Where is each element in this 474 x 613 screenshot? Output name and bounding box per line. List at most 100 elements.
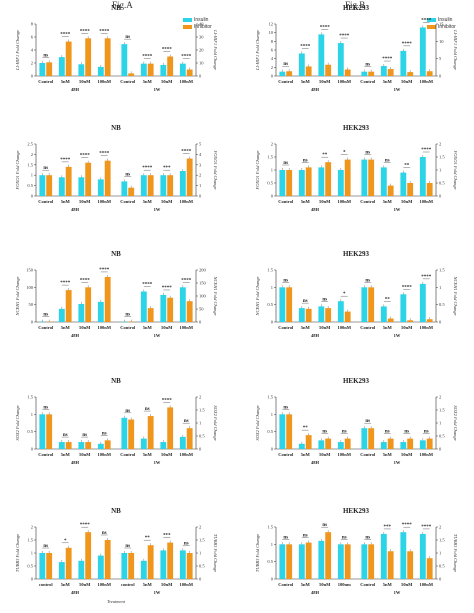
y-axis-label: TUBB3 Fold Change <box>255 534 260 572</box>
bar-inhibitor <box>286 170 293 196</box>
bar-inhibitor <box>85 442 92 449</box>
chart-title: HEK293 <box>343 377 370 385</box>
category-label: 5nM <box>61 79 71 84</box>
significance-label: **** <box>382 57 393 62</box>
bar-inhibitor <box>128 73 135 76</box>
bar-insulin <box>380 533 387 579</box>
category-label: Control <box>38 199 54 204</box>
bar-inhibitor <box>426 438 433 449</box>
category-label: 5nM <box>143 582 153 587</box>
bar-inhibitor <box>387 69 394 76</box>
category-label: Control <box>360 199 376 204</box>
significance-label: ns <box>125 409 130 414</box>
y2-tick-label: 0.5 <box>439 302 445 307</box>
y-tick-label: 1 <box>31 173 33 178</box>
y2-tick-label: 40 <box>199 22 204 27</box>
bar-inhibitor <box>65 442 72 449</box>
bar-inhibitor <box>147 416 154 449</box>
category-label: Control <box>360 452 376 457</box>
bar-insulin <box>419 533 426 579</box>
y2-tick-label: 1.5 <box>439 538 445 543</box>
bar-insulin <box>179 63 186 76</box>
bar-insulin <box>78 177 85 196</box>
y-tick-label: 0 <box>31 194 34 199</box>
category-label: 100nM <box>98 452 112 457</box>
group-label: 1W <box>154 333 161 338</box>
bar-inhibitor <box>104 440 111 449</box>
category-label: 5nM <box>301 582 311 587</box>
significance-label: ns <box>283 62 288 67</box>
category-label: 5nM <box>301 199 311 204</box>
significance-label: ns <box>283 535 288 540</box>
bar-insulin <box>318 167 325 196</box>
chart-title: HEK293 <box>343 250 370 258</box>
category-label: 50nM <box>401 452 413 457</box>
y2-tick-label: 5 <box>199 142 202 147</box>
y2-axis-label: TUBB3 Fold Change <box>213 534 218 572</box>
group-label: 1W <box>394 87 401 92</box>
y-tick-label: 50 <box>29 302 34 307</box>
category-label: Control <box>278 79 294 84</box>
category-label: 50nM <box>79 199 91 204</box>
y2-axis-label: FOXO1 Fold Change <box>213 150 218 190</box>
significance-label: *** <box>163 534 171 539</box>
category-label: 50nM <box>401 582 413 587</box>
significance-label: ** <box>303 426 309 431</box>
legend-b-item-insulin: Insulin <box>427 16 456 23</box>
group-label: 48H <box>71 460 80 465</box>
bar-insulin <box>121 44 128 76</box>
significance-label: **** <box>142 282 153 287</box>
bar-insulin <box>337 301 344 322</box>
bar-insulin <box>39 63 46 76</box>
bar-inhibitor <box>167 175 174 196</box>
category-label: Control <box>278 325 294 330</box>
group-label: 48H <box>311 333 320 338</box>
bar-insulin <box>419 440 426 449</box>
bar-inhibitor <box>186 158 193 196</box>
bar-insulin <box>279 170 286 196</box>
bar-insulin <box>400 50 407 76</box>
y-tick-label: 0 <box>271 74 274 79</box>
bar-inhibitor <box>286 287 293 322</box>
bar-insulin <box>400 294 407 322</box>
y-tick-label: 2 <box>31 152 33 157</box>
category-label: 100nM <box>420 199 434 204</box>
y-tick-label: 0.5 <box>267 429 273 434</box>
category-label: 50nM <box>319 325 331 330</box>
significance-label: ns <box>125 172 130 177</box>
significance-label: ns <box>365 151 370 156</box>
bar-insulin <box>380 306 387 322</box>
legend-b-label-insulin: Insulin <box>438 16 453 23</box>
bar-inhibitor <box>128 187 135 196</box>
y-tick-label: 0 <box>271 194 274 199</box>
significance-label: ns <box>102 431 107 436</box>
y2-tick-label: 0 <box>199 577 202 582</box>
y2-axis-label: LI-HIF1 Fold Change <box>213 29 218 70</box>
category-label: control <box>39 582 53 587</box>
bar-inhibitor <box>65 547 72 579</box>
significance-label: **** <box>162 398 173 403</box>
y2-tick-label: 150 <box>199 281 207 286</box>
y2-tick-label: 1 <box>439 421 441 426</box>
bar-insulin <box>58 57 65 76</box>
y-tick-label: 2 <box>31 525 33 530</box>
group-label: 1W <box>154 460 161 465</box>
bar-insulin <box>160 294 167 322</box>
bar-inhibitor <box>325 64 332 76</box>
significance-label: **** <box>99 29 110 34</box>
y2-tick-label: 1.5 <box>199 538 205 543</box>
bar-insulin <box>121 321 128 323</box>
bar-inhibitor <box>305 167 312 196</box>
y-tick-label: 6 <box>31 35 34 40</box>
category-label: 50nM <box>161 79 173 84</box>
y2-tick-label: 0.5 <box>439 434 445 439</box>
category-label: 50nM <box>401 325 413 330</box>
bar-insulin <box>160 64 167 76</box>
group-label: 48H <box>71 207 80 212</box>
bar-insulin <box>140 438 147 449</box>
y2-tick-label: 0.5 <box>199 564 205 569</box>
category-label: 5nM <box>61 325 71 330</box>
bar-insulin <box>179 550 186 579</box>
bar-inhibitor <box>85 162 92 196</box>
category-label: 5nM <box>143 452 153 457</box>
